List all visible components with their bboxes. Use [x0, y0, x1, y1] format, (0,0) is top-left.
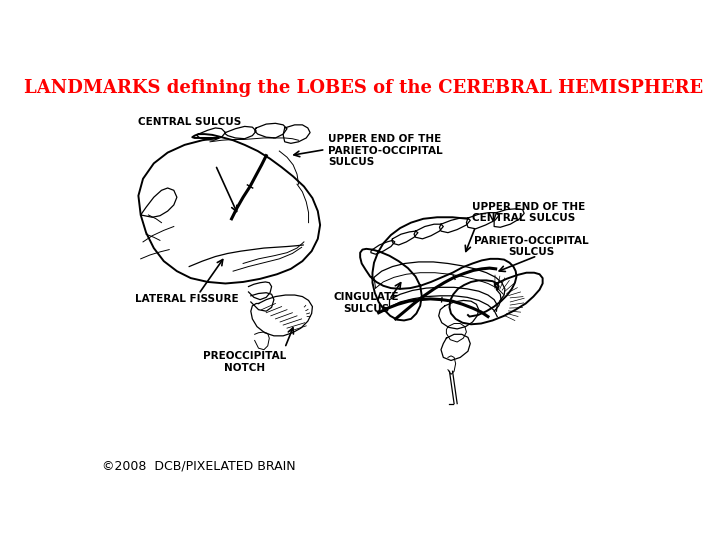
- Text: CENTRAL SULCUS: CENTRAL SULCUS: [139, 117, 242, 127]
- Text: UPPER END OF THE
PARIETO-OCCIPITAL
SULCUS: UPPER END OF THE PARIETO-OCCIPITAL SULCU…: [328, 134, 442, 167]
- Text: ©2008  DCB/PIXELATED BRAIN: ©2008 DCB/PIXELATED BRAIN: [102, 460, 296, 473]
- Text: PREOCCIPITAL
NOTCH: PREOCCIPITAL NOTCH: [203, 351, 287, 373]
- Text: LANDMARKS defining the LOBES of the CEREBRAL HEMISPHERE: LANDMARKS defining the LOBES of the CERE…: [24, 79, 704, 97]
- Text: PARIETO-OCCIPITAL
SULCUS: PARIETO-OCCIPITAL SULCUS: [474, 236, 589, 258]
- Text: LATERAL FISSURE: LATERAL FISSURE: [135, 294, 239, 304]
- Text: CINGULATE
SULCUS: CINGULATE SULCUS: [333, 292, 399, 314]
- Text: UPPER END OF THE
CENTRAL SULCUS: UPPER END OF THE CENTRAL SULCUS: [472, 202, 585, 224]
